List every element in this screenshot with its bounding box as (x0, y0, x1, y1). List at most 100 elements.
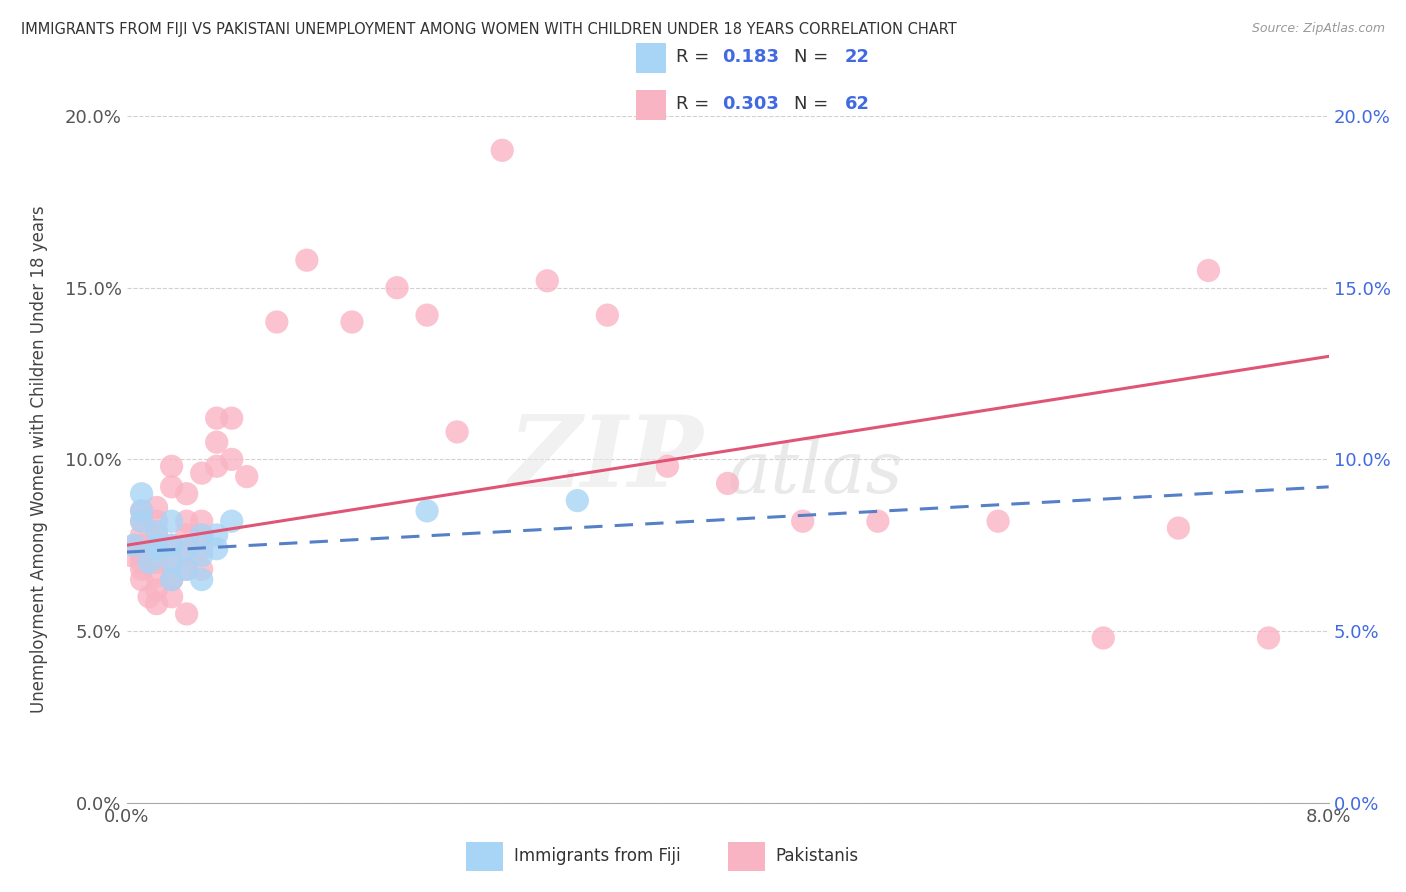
Text: IMMIGRANTS FROM FIJI VS PAKISTANI UNEMPLOYMENT AMONG WOMEN WITH CHILDREN UNDER 1: IMMIGRANTS FROM FIJI VS PAKISTANI UNEMPL… (21, 22, 957, 37)
Text: N =: N = (794, 48, 834, 66)
Point (138, 555, 160, 570)
Point (145, 514, 167, 528)
Point (205, 435, 228, 450)
Point (190, 514, 212, 528)
Point (190, 528, 212, 542)
Point (145, 569, 167, 583)
Point (122, 538, 145, 552)
Text: 0.183: 0.183 (721, 48, 779, 66)
Bar (636, 90, 666, 120)
Point (145, 555, 167, 570)
Point (138, 590, 160, 604)
Point (160, 573, 183, 587)
Text: atlas: atlas (728, 438, 903, 508)
Text: N =: N = (794, 95, 834, 113)
Point (491, 144, 513, 158)
Point (160, 480, 183, 494)
Point (340, 315, 363, 329)
Point (176, 562, 198, 576)
Point (145, 597, 167, 611)
Point (416, 504, 439, 518)
Point (657, 459, 679, 474)
Point (145, 528, 167, 542)
Point (131, 562, 153, 576)
Point (160, 573, 183, 587)
Point (716, 476, 740, 491)
Point (131, 487, 153, 501)
Point (205, 528, 228, 542)
Point (190, 562, 212, 576)
Point (1167, 521, 1189, 535)
Point (190, 549, 212, 563)
Point (160, 538, 183, 552)
Point (160, 573, 183, 587)
Point (176, 545, 198, 559)
Point (145, 541, 167, 556)
Point (266, 315, 288, 329)
Point (131, 573, 153, 587)
Point (221, 514, 243, 528)
Point (176, 607, 198, 621)
Point (190, 541, 212, 556)
Point (120, 549, 142, 563)
Point (160, 555, 183, 570)
Point (131, 504, 153, 518)
Point (221, 452, 243, 467)
Point (145, 538, 167, 552)
Point (160, 514, 183, 528)
Point (131, 528, 153, 542)
Point (145, 541, 167, 556)
Text: 62: 62 (845, 95, 870, 113)
Point (385, 281, 408, 295)
Text: 0.303: 0.303 (721, 95, 779, 113)
Bar (465, 842, 503, 871)
Text: R =: R = (676, 95, 716, 113)
Point (596, 308, 619, 322)
Point (160, 555, 183, 570)
Text: Pakistanis: Pakistanis (776, 847, 859, 865)
Point (205, 411, 228, 425)
Point (536, 274, 558, 288)
Point (1197, 263, 1219, 277)
Point (416, 308, 439, 322)
Point (190, 573, 212, 587)
Point (567, 493, 589, 508)
Point (1257, 631, 1279, 645)
Point (205, 459, 228, 474)
Point (1092, 631, 1115, 645)
Point (145, 582, 167, 597)
Point (205, 541, 228, 556)
Point (131, 514, 153, 528)
Text: 22: 22 (845, 48, 870, 66)
Point (221, 411, 243, 425)
Point (446, 425, 468, 439)
Text: ZIP: ZIP (509, 411, 703, 508)
Point (145, 524, 167, 539)
Point (866, 514, 889, 528)
Text: R =: R = (676, 48, 716, 66)
Point (131, 504, 153, 518)
Point (131, 538, 153, 552)
Point (792, 514, 814, 528)
Point (131, 545, 153, 559)
Point (295, 253, 318, 268)
Point (145, 500, 167, 515)
Point (235, 469, 259, 483)
Point (176, 514, 198, 528)
Point (122, 538, 145, 552)
Text: Source: ZipAtlas.com: Source: ZipAtlas.com (1251, 22, 1385, 36)
Point (190, 466, 212, 480)
Point (131, 549, 153, 563)
Point (176, 528, 198, 542)
Point (987, 514, 1010, 528)
Point (131, 514, 153, 528)
Text: Immigrants from Fiji: Immigrants from Fiji (515, 847, 681, 865)
Point (160, 590, 183, 604)
Point (160, 538, 183, 552)
Y-axis label: Unemployment Among Women with Children Under 18 years: Unemployment Among Women with Children U… (30, 205, 48, 714)
Point (131, 555, 153, 570)
Point (190, 528, 212, 542)
Point (176, 562, 198, 576)
Point (176, 541, 198, 556)
Point (176, 487, 198, 501)
